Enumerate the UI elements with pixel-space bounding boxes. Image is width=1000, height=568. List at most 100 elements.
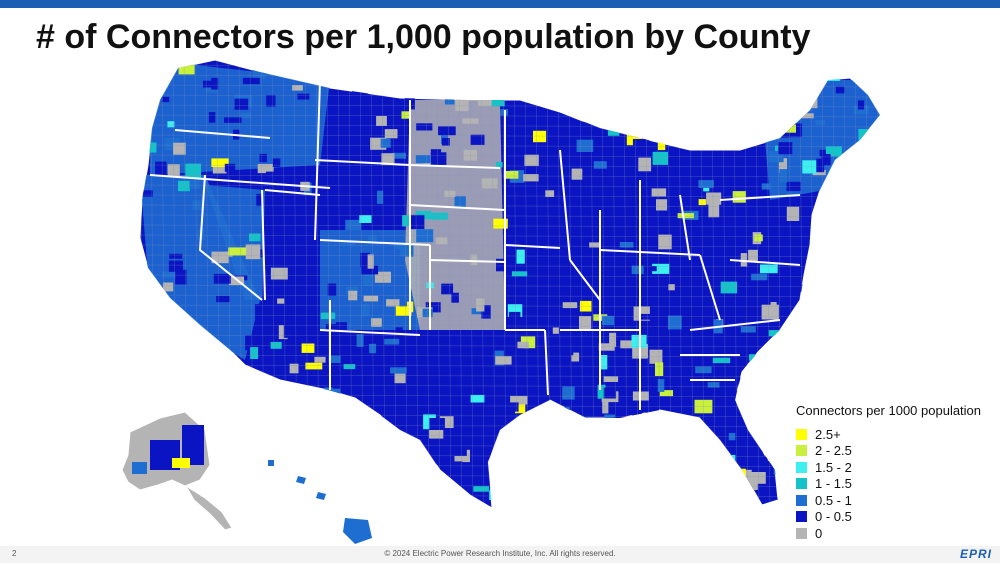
county-patch xyxy=(386,299,400,307)
county-patch xyxy=(363,295,379,302)
county-patch xyxy=(748,249,758,263)
county-patch xyxy=(768,76,785,91)
county-patch xyxy=(289,363,299,374)
top-accent-bar xyxy=(0,0,1000,8)
county-line xyxy=(140,204,880,208)
county-patch xyxy=(709,93,723,102)
county-patch xyxy=(429,418,445,430)
region-new-england xyxy=(760,80,880,200)
county-patch xyxy=(612,478,619,485)
county-patch xyxy=(763,409,782,421)
county-patch xyxy=(173,142,186,155)
county-patch xyxy=(595,479,612,494)
county-patch xyxy=(735,107,753,118)
county-patch xyxy=(517,426,527,441)
county-patch xyxy=(781,428,798,442)
county-patch xyxy=(640,313,651,320)
county-patch xyxy=(674,93,683,108)
county-patch xyxy=(430,152,447,165)
county-patch xyxy=(571,352,580,362)
county-patch xyxy=(743,290,760,302)
county-patch xyxy=(662,501,679,508)
legend-swatch xyxy=(796,478,807,490)
county-patch xyxy=(425,302,441,313)
county-patch xyxy=(356,451,367,462)
county-patch xyxy=(669,489,682,501)
county-patch xyxy=(816,158,825,173)
county-patch xyxy=(689,83,697,93)
county-patch xyxy=(305,362,323,370)
county-patch xyxy=(760,264,778,274)
county-patch xyxy=(371,318,382,327)
county-patch xyxy=(439,459,453,468)
county-patch xyxy=(652,151,668,165)
county-patch xyxy=(780,426,789,437)
legend-swatch xyxy=(796,494,807,506)
county-patch xyxy=(752,220,760,228)
county-patch xyxy=(410,214,425,230)
county-patch xyxy=(778,142,793,155)
county-patch xyxy=(696,387,709,399)
county-patch xyxy=(798,388,805,399)
county-patch xyxy=(224,163,236,172)
county-patch xyxy=(344,418,363,425)
county-patch xyxy=(545,190,555,197)
county-patch xyxy=(858,270,877,283)
county-patch xyxy=(658,234,672,250)
county-patch xyxy=(754,234,763,242)
county-line xyxy=(447,60,452,508)
county-patch xyxy=(871,257,880,272)
county-patch xyxy=(576,457,583,470)
county-patch xyxy=(180,400,194,414)
county-patch xyxy=(188,387,203,397)
county-patch xyxy=(658,500,675,507)
copyright-text: © 2024 Electric Power Research Institute… xyxy=(384,549,616,558)
county-patch xyxy=(677,213,694,219)
county-line xyxy=(140,324,880,328)
county-patch xyxy=(811,344,828,356)
legend-swatch xyxy=(796,445,807,457)
county-patch xyxy=(401,111,410,119)
legend-item: 0 xyxy=(796,525,981,542)
county-patch xyxy=(228,276,245,286)
hawaii-island xyxy=(268,460,274,466)
county-patch xyxy=(747,83,759,95)
county-patch xyxy=(649,266,657,272)
county-patch xyxy=(332,375,344,389)
county-patch xyxy=(790,123,802,138)
county-patch xyxy=(345,219,361,230)
county-patch xyxy=(867,274,877,285)
county-patch xyxy=(256,392,267,403)
county-patch xyxy=(272,427,285,434)
county-patch xyxy=(652,263,670,274)
county-patch xyxy=(821,154,831,166)
county-patch xyxy=(657,379,665,392)
county-patch xyxy=(453,441,467,456)
county-line xyxy=(425,60,430,508)
county-patch xyxy=(824,288,833,296)
county-patch xyxy=(419,470,430,483)
county-patch xyxy=(253,69,266,79)
county-patch xyxy=(358,99,366,111)
alaska-patch xyxy=(182,425,204,465)
county-patch xyxy=(473,486,490,492)
county-patch xyxy=(851,380,866,394)
county-patch xyxy=(256,403,270,418)
county-patch xyxy=(651,188,667,197)
county-patch xyxy=(445,64,452,75)
county-patch xyxy=(740,253,748,267)
county-patch xyxy=(535,409,544,423)
county-patch xyxy=(361,265,379,275)
county-patch xyxy=(675,60,686,74)
county-patch xyxy=(517,341,529,349)
county-patch xyxy=(328,336,341,351)
county-patch xyxy=(141,337,150,350)
county-patch xyxy=(253,508,268,516)
county-patch xyxy=(350,502,359,508)
county-patch xyxy=(597,384,606,399)
county-patch xyxy=(495,162,503,168)
county-patch xyxy=(339,78,356,88)
county-patch xyxy=(752,423,769,433)
county-patch xyxy=(656,199,668,211)
county-patch xyxy=(343,364,356,370)
